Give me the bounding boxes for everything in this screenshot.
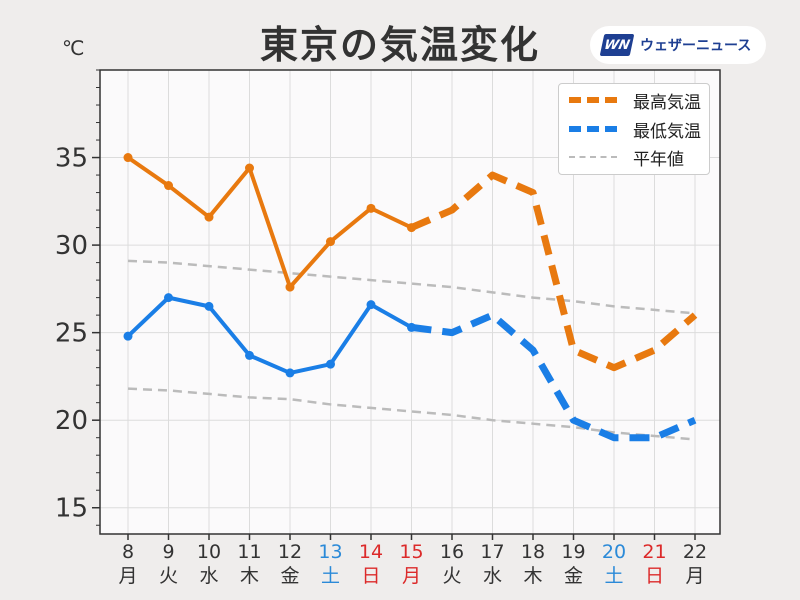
- x-tick-label-weekday: 日: [361, 565, 380, 587]
- y-tick-label: 20: [55, 406, 88, 436]
- max-point: [326, 237, 335, 247]
- normal-max-line: [127, 259, 696, 315]
- min-point: [164, 293, 173, 303]
- x-tick-label-weekday: 月: [118, 565, 137, 587]
- weathernews-logo: WN ウェザーニュース: [590, 26, 766, 64]
- x-tick-label-day: 21: [642, 541, 666, 563]
- plot-frame: [99, 69, 721, 535]
- chart-legend: 最高気温 最低気温 平年値: [558, 83, 710, 175]
- x-tick-label-weekday: 木: [240, 565, 259, 587]
- x-tick-label-weekday: 金: [280, 565, 299, 587]
- x-tick-label-day: 8: [122, 541, 134, 563]
- min-point: [204, 301, 214, 311]
- x-tick-label-day: 22: [683, 541, 707, 563]
- min-observed-line: [126, 295, 413, 375]
- x-tick-label-weekday: 火: [159, 565, 178, 587]
- legend-label-max: 最高気温: [633, 92, 701, 113]
- y-tick-label: 25: [55, 319, 88, 349]
- x-tick-label-day: 9: [162, 541, 174, 563]
- legend-item-normal: 平年値: [569, 145, 684, 170]
- chart-title: 東京の気温変化: [259, 23, 540, 67]
- x-tick-label-weekday: 木: [523, 565, 542, 587]
- min-point: [285, 368, 295, 378]
- x-tick-label-day: 11: [237, 541, 261, 563]
- x-tick-label-day: 18: [521, 541, 545, 563]
- x-tick-label-weekday: 火: [442, 565, 461, 587]
- max-observed-line: [126, 155, 413, 290]
- min-point: [366, 300, 376, 310]
- x-tick-label-weekday: 月: [402, 565, 421, 587]
- max-point: [204, 212, 214, 222]
- max-point: [164, 181, 173, 191]
- min-point: [407, 322, 416, 332]
- min-point: [123, 331, 133, 341]
- y-tick-label: 30: [55, 231, 88, 261]
- x-tick-label-day: 16: [440, 541, 464, 563]
- max-point: [285, 282, 295, 292]
- x-tick-label-day: 12: [278, 541, 302, 563]
- legend-swatch-min: [569, 126, 617, 132]
- x-tick-label-day: 19: [561, 541, 585, 563]
- legend-item-max: 最高気温: [569, 88, 701, 113]
- max-point: [123, 153, 133, 163]
- min-point: [326, 359, 335, 369]
- normal-min-line: [127, 387, 696, 441]
- y-tick-label: 15: [55, 494, 88, 524]
- x-tick-label-weekday: 土: [604, 565, 623, 587]
- legend-item-min: 最低気温: [569, 117, 701, 142]
- x-tick-label-weekday: 水: [483, 565, 502, 587]
- x-tick-label-day: 20: [602, 541, 626, 563]
- max-point: [366, 203, 376, 213]
- min-forecast-line: [411, 311, 697, 442]
- x-tick-label-weekday: 水: [199, 565, 218, 587]
- x-tick-label-weekday: 日: [645, 565, 664, 587]
- legend-label-normal: 平年値: [633, 149, 684, 170]
- x-tick-label-day: 10: [197, 541, 221, 563]
- x-tick-label-day: 17: [480, 541, 504, 563]
- x-tick-label-day: 13: [318, 541, 342, 563]
- legend-swatch-max: [569, 97, 617, 103]
- x-tick-label-weekday: 金: [564, 565, 583, 587]
- max-point: [407, 223, 416, 233]
- min-point: [245, 350, 254, 360]
- legend-label-min: 最低気温: [633, 121, 701, 142]
- x-tick-label-day: 15: [399, 541, 423, 563]
- x-tick-label-weekday: 月: [685, 565, 704, 587]
- x-tick-label-weekday: 土: [321, 565, 340, 587]
- x-tick-label-day: 14: [359, 541, 383, 563]
- max-forecast-line: [410, 171, 698, 372]
- max-point: [245, 163, 254, 173]
- legend-swatch-normal: [569, 156, 617, 158]
- unit-label: ℃: [62, 36, 85, 60]
- logo-text: ウェザーニュース: [640, 38, 752, 54]
- y-tick-label: 35: [55, 144, 88, 174]
